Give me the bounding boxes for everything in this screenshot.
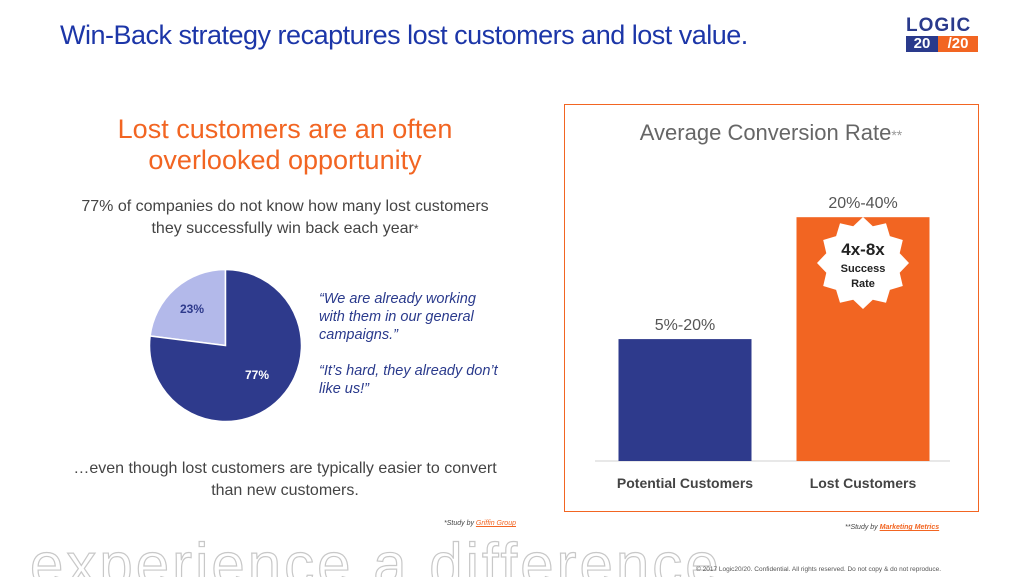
study-note-left: *Study by Griffin Group [444, 520, 516, 527]
quote-2: “It’s hard, they already don’t like us!” [319, 363, 498, 397]
tagline-watermark: experience a difference [29, 530, 722, 577]
conversion-chart-panel: Average Conversion Rate** 5%-20% 20%-40%… [564, 104, 979, 512]
quote-block: “We are already working with them in our… [319, 290, 499, 416]
marketing-metrics-link[interactable]: Marketing Metrics [879, 524, 940, 531]
badge-multiplier: 4x-8x [841, 240, 885, 259]
subtext-asterisk: * [413, 222, 419, 236]
pie-label-77: 77% [245, 368, 269, 382]
left-bottom-text: …even though lost customers are typicall… [73, 460, 497, 499]
chart-title: Average Conversion Rate** [640, 120, 903, 145]
chart-title-suffix: ** [891, 127, 902, 143]
page-title: Win-Back strategy recaptures lost custom… [60, 20, 748, 50]
category-label-potential: Potential Customers [617, 475, 753, 491]
study-note-right: **Study by Marketing Metrics [845, 524, 939, 531]
value-label-lost: 20%-40% [828, 195, 897, 212]
bar-potential-customers [618, 339, 752, 461]
badge-line-1: Success [841, 263, 886, 275]
left-headline: Lost customers are an often overlooked o… [117, 114, 453, 175]
badge-burst-icon [817, 217, 909, 309]
study-note-left-prefix: *Study by [444, 520, 476, 527]
company-logo: LOGIC 20 /20 [906, 16, 978, 52]
study-note-right-prefix: **Study by [845, 524, 880, 531]
logo-top-text: LOGIC [906, 15, 972, 36]
pie-chart: 23% 77% [148, 268, 303, 423]
value-label-potential: 5%-20% [655, 317, 715, 334]
logo-right-block: /20 [938, 36, 978, 52]
griffin-group-link[interactable]: Griffin Group [475, 520, 516, 527]
badge-line-2: Rate [851, 278, 875, 290]
logo-left-block: 20 [906, 36, 938, 52]
conversion-bar-chart: Average Conversion Rate** 5%-20% 20%-40%… [595, 120, 950, 491]
left-subtext: 77% of companies do not know how many lo… [70, 196, 500, 240]
pie-slice-77 [148, 268, 303, 423]
quote-1: “We are already working with them in our… [319, 291, 476, 343]
pie-label-23: 23% [180, 302, 204, 316]
subtext-body: 77% of companies do not know how many lo… [81, 198, 489, 237]
chart-title-text: Average Conversion Rate [640, 120, 892, 145]
pie-slice-23 [149, 268, 227, 347]
copyright-notice: © 2017 Logic20/20. Confidential. All rig… [696, 566, 942, 573]
success-rate-badge: 4x-8x Success Rate [817, 217, 909, 309]
category-label-lost: Lost Customers [810, 475, 917, 491]
